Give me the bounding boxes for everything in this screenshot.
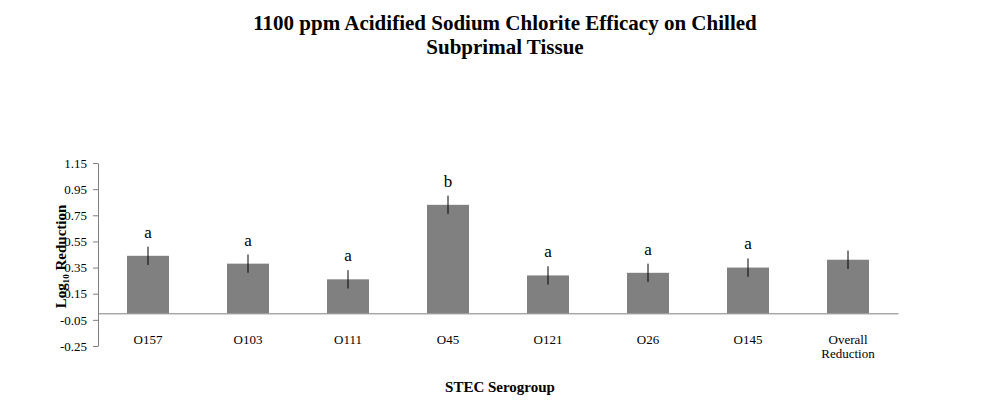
- significance-letter: a: [744, 234, 752, 253]
- y-tick: 0.15: [64, 286, 98, 301]
- x-tick: O111: [334, 313, 362, 346]
- error-bar: [448, 196, 449, 214]
- significance-letter: b: [444, 172, 453, 191]
- x-tick-label: O111: [334, 332, 362, 347]
- y-tick-mark: [93, 294, 98, 295]
- significance-letter: a: [544, 242, 552, 261]
- y-tick: 0.55: [64, 234, 98, 249]
- title-line: 1100 ppm Acidified Sodium Chlorite Effic…: [253, 11, 757, 35]
- x-tick: O26: [637, 313, 660, 346]
- x-tick-label-line: Reduction: [821, 346, 875, 361]
- background: [0, 0, 1000, 401]
- significance-letter: a: [344, 246, 352, 265]
- bar: [427, 205, 469, 313]
- error-bar: [148, 247, 149, 265]
- y-tick-label: 1.15: [64, 156, 87, 171]
- x-tick: O157: [134, 313, 163, 346]
- y-tick-label: -0.25: [60, 339, 87, 354]
- x-tick-label: O26: [637, 332, 660, 347]
- error-bar: [248, 255, 249, 273]
- x-tick: OverallReduction: [821, 313, 875, 361]
- significance-letter: a: [144, 223, 152, 242]
- error-bar: [748, 258, 749, 276]
- error-bar: [648, 264, 649, 282]
- y-tick-mark: [93, 163, 98, 164]
- y-tick: -0.25: [60, 339, 98, 354]
- title: 1100 ppm Acidified Sodium Chlorite Effic…: [253, 11, 757, 59]
- chart: a a a b a a a -0.25 -0.05 0.15 0.35 0.55 0.75 0.95 1.1…: [0, 0, 1000, 401]
- x-tick-label: O145: [734, 332, 763, 347]
- y-axis-line: [98, 164, 99, 347]
- error-bar: [348, 270, 349, 288]
- y-tick-mark: [93, 241, 98, 242]
- x-tick: O103: [234, 313, 263, 346]
- plot-area: [127, 196, 869, 314]
- y-tick-label: 0.95: [64, 182, 87, 197]
- x-tick-label: OverallReduction: [821, 332, 875, 361]
- y-tick: -0.05: [60, 313, 98, 328]
- x-tick-label: O157: [134, 332, 163, 347]
- error-bar: [848, 251, 849, 269]
- x-tick: O45: [437, 313, 459, 346]
- significance-letter: a: [244, 231, 252, 250]
- x-tick-label: O45: [437, 332, 459, 347]
- significance-letter: a: [644, 240, 652, 259]
- x-axis-line: [99, 313, 899, 314]
- x-tick-label: O103: [234, 332, 263, 347]
- letters: a a a b a a a: [144, 172, 752, 266]
- y-tick-mark: [93, 215, 98, 216]
- y-tick: 0.75: [64, 208, 98, 223]
- x-tick-label-line: Overall: [829, 332, 868, 347]
- x-tick: O121: [534, 313, 563, 346]
- y-tick-label: -0.05: [60, 313, 87, 328]
- x-tick: O145: [734, 313, 763, 346]
- y-tick: 0.35: [64, 260, 98, 275]
- y-tick: 0.95: [64, 182, 98, 197]
- y-tick-mark: [93, 346, 98, 347]
- error-bar: [548, 266, 549, 284]
- x-tick-label: O121: [534, 332, 563, 347]
- y-axis-title: Log₁₀ Reduction: [53, 204, 69, 308]
- title-line: Subprimal Tissue: [426, 35, 583, 59]
- x-axis: O157 O103 O111 O45 O121 O26 O145 OverallReducti…: [99, 313, 899, 361]
- y-tick-mark: [93, 268, 98, 269]
- y-tick-mark: [93, 189, 98, 190]
- y-tick-mark: [93, 320, 98, 321]
- y-tick: 1.15: [64, 156, 98, 171]
- x-axis-title: STEC Serogroup: [445, 379, 555, 395]
